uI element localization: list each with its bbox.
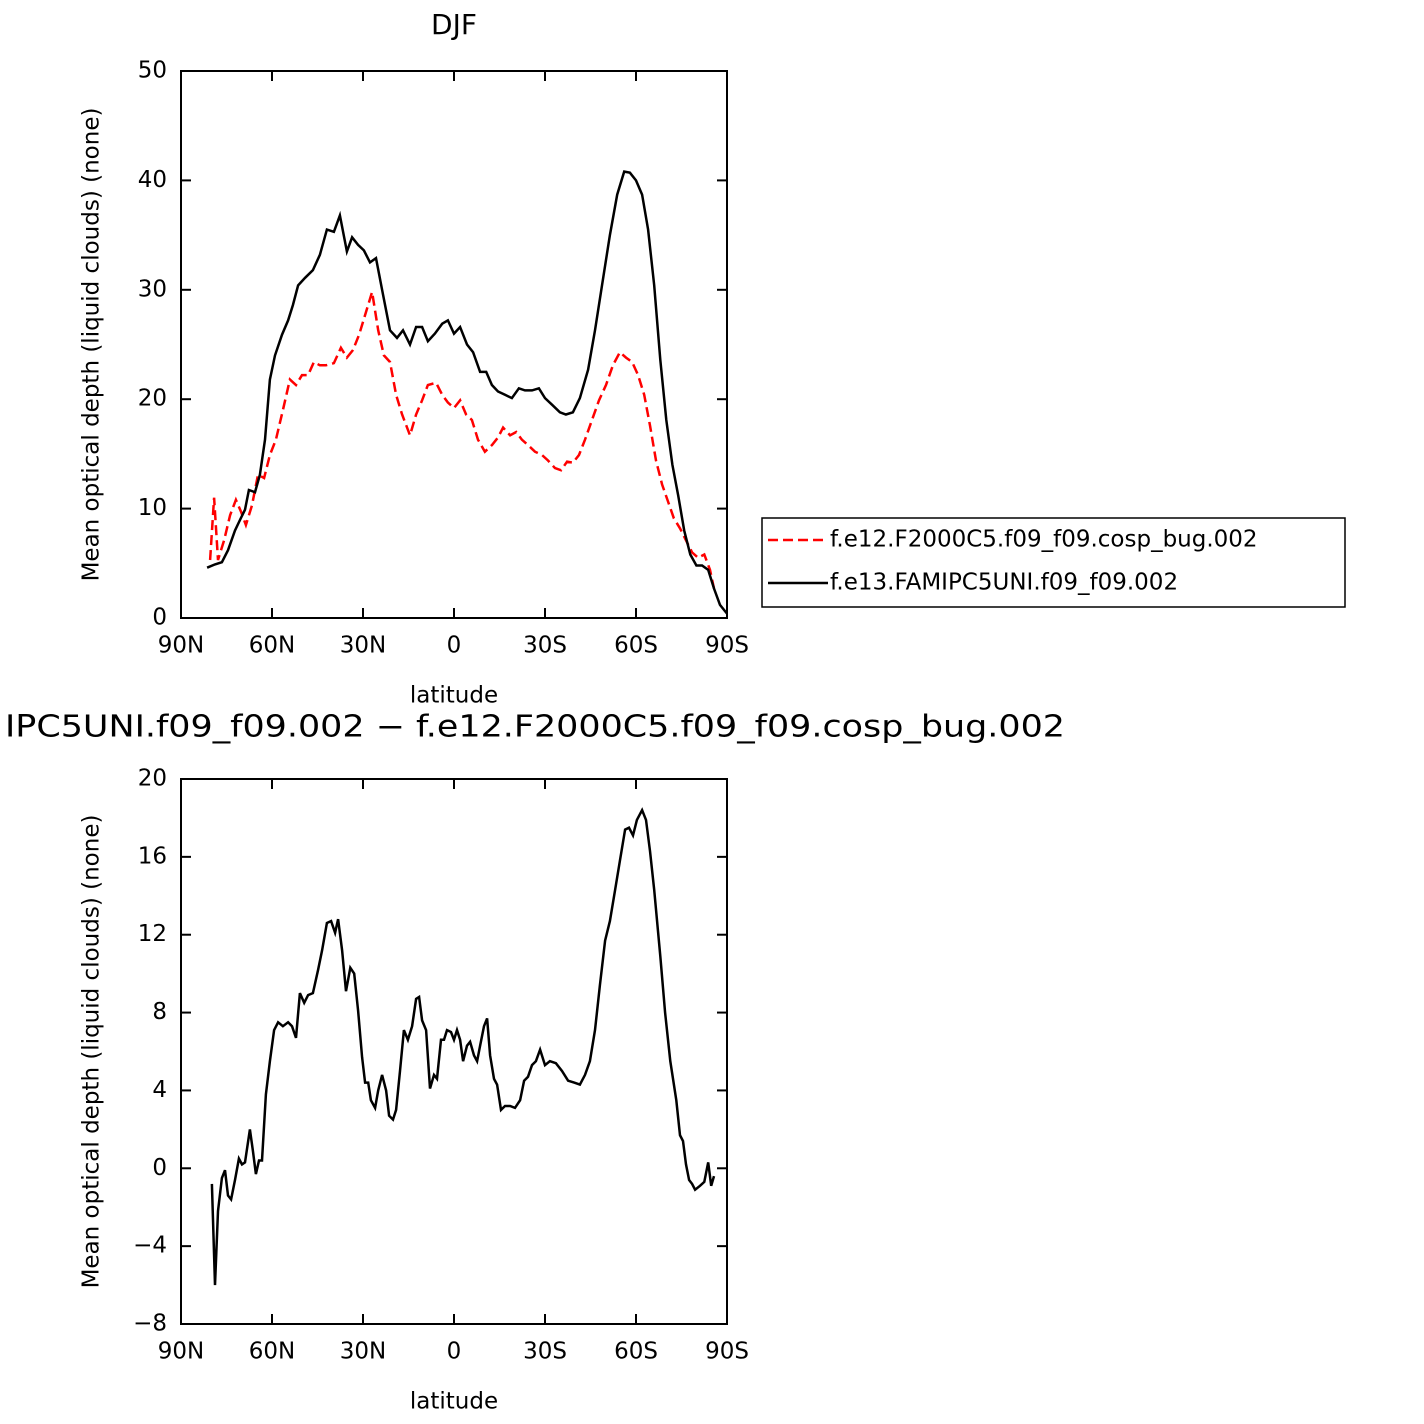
x-tick-label: 0 (447, 1339, 462, 1365)
legend-label: f.e13.FAMIPC5UNI.f09_f09.002 (830, 570, 1178, 596)
x-tick-label: 30S (523, 633, 567, 659)
plot-frame (180, 778, 728, 1325)
data-line (208, 291, 716, 589)
y-tick-label: 30 (138, 276, 167, 302)
x-tick-label: 60S (614, 633, 658, 659)
y-tick-label: 0 (152, 605, 167, 631)
x-tick-label: 90S (705, 1339, 749, 1365)
x-tick-label: 30N (340, 1339, 386, 1365)
y-tick-label: −8 (133, 1311, 167, 1337)
y-tick-label: 20 (138, 386, 167, 412)
chart-title: DJF (431, 8, 477, 41)
legend-box (761, 517, 1346, 608)
y-tick-label: 8 (152, 999, 167, 1025)
y-axis-label: Mean optical depth (liquid clouds) (none… (79, 108, 105, 582)
x-tick-label: 30N (340, 633, 386, 659)
plot-frame (180, 70, 728, 619)
x-axis-label: latitude (410, 683, 498, 709)
x-tick-label: 30S (523, 1339, 567, 1365)
y-axis-label: Mean optical depth (liquid clouds) (none… (79, 815, 105, 1289)
legend-label: f.e12.F2000C5.f09_f09.cosp_bug.002 (830, 527, 1258, 553)
x-tick-label: 90N (158, 633, 204, 659)
chart-title: IPC5UNI.f09_f09.002 − f.e12.F2000C5.f09_… (5, 710, 1065, 745)
x-tick-label: 0 (447, 633, 462, 659)
data-line (210, 807, 716, 1286)
y-tick-label: 50 (138, 58, 167, 84)
y-tick-label: 0 (152, 1155, 167, 1181)
data-line (206, 170, 728, 615)
y-tick-label: 10 (138, 495, 167, 521)
x-tick-label: 90S (705, 633, 749, 659)
y-tick-label: 4 (152, 1077, 167, 1103)
x-tick-label: 60N (249, 1339, 295, 1365)
x-tick-label: 60S (614, 1339, 658, 1365)
x-axis-label: latitude (410, 1389, 498, 1415)
x-tick-label: 90N (158, 1339, 204, 1365)
y-tick-label: 40 (138, 167, 167, 193)
y-tick-label: 20 (138, 766, 167, 792)
y-tick-label: −4 (133, 1233, 167, 1259)
x-tick-label: 60N (249, 633, 295, 659)
y-tick-label: 12 (138, 921, 167, 947)
y-tick-label: 16 (138, 843, 167, 869)
